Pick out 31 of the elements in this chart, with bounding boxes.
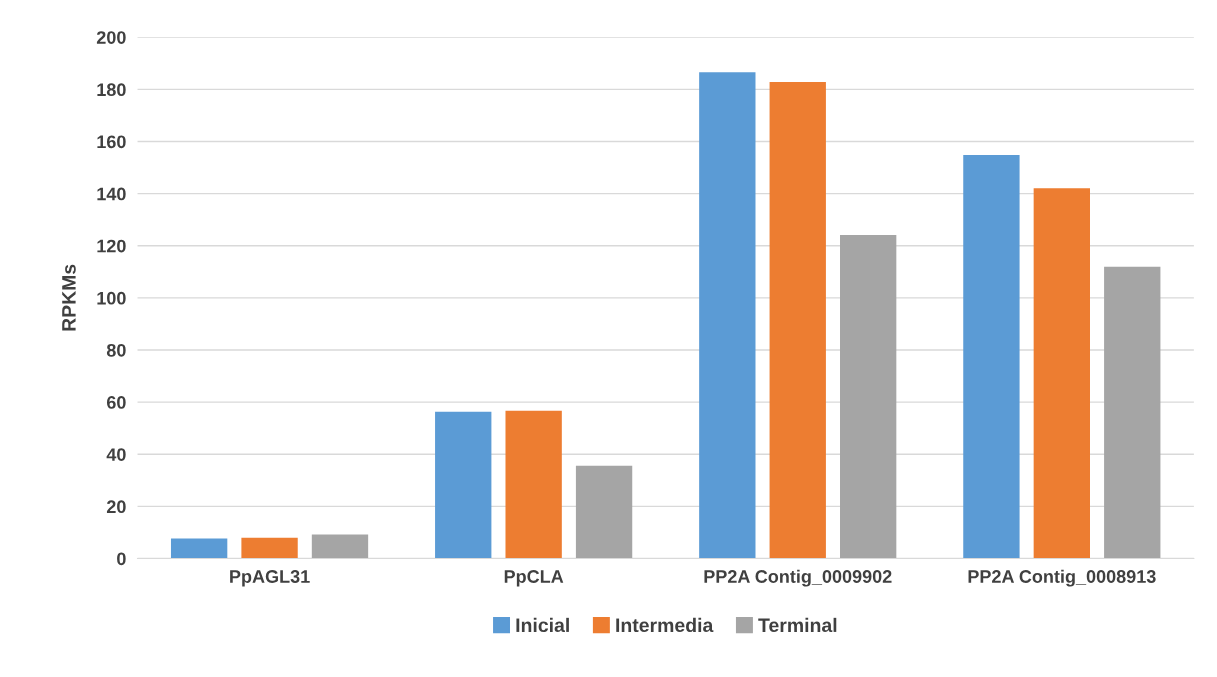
x-tick-label: PP2A Contig_0009902 [704,569,892,587]
y-tick-label: 40 [106,448,126,461]
bar [575,465,633,559]
y-tick-label: 80 [106,343,126,357]
bar [311,534,369,559]
bar [1033,188,1090,559]
x-tick-label: PP2A Contig_0008913 [968,569,1156,587]
y-tick-label: 180 [97,83,126,97]
bar [1104,266,1161,559]
y-tick-label: 140 [97,187,126,201]
bar [840,235,897,559]
legend-label: Intermedia [616,617,714,633]
x-tick-label: PpCLA [504,570,564,587]
y-tick-label: 160 [97,135,126,149]
bar [505,410,562,559]
bar [170,538,228,559]
y-tick-label: 100 [97,291,126,305]
bar [963,155,1020,559]
y-tick-label: 20 [106,500,126,514]
legend-label: Inicial [516,617,569,633]
bar [435,411,492,559]
legend-label: Terminal [758,617,837,633]
y-tick-label: 0 [117,552,126,566]
y-axis-title: RPKMs [62,264,76,331]
y-tick-label: 60 [106,396,126,409]
x-tick-label: PpAGL31 [230,570,310,587]
bar [769,82,826,559]
y-tick-label: 120 [97,239,126,253]
bar [241,537,298,559]
y-tick-label: 200 [96,31,126,44]
bar [699,72,756,559]
